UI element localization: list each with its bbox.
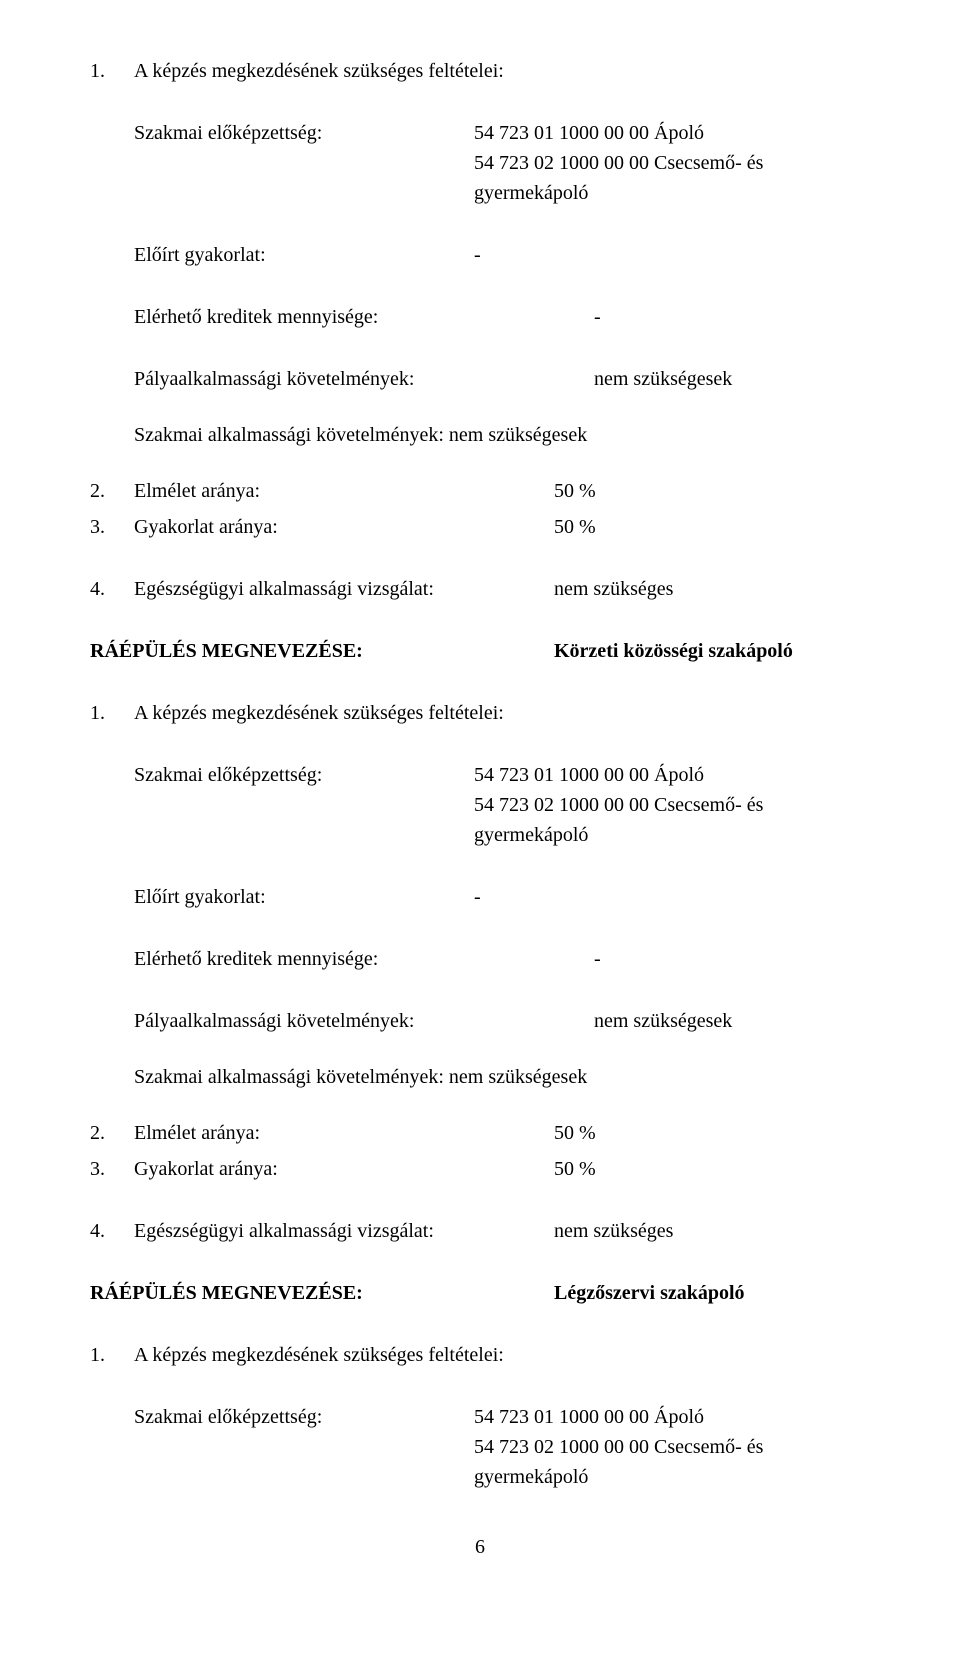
prof-qual-value-2: 54 723 02 1000 00 00 Csecsemő- és gyerme…	[474, 790, 870, 850]
theory-row: 2. Elmélet aránya: 50 %	[90, 476, 870, 506]
practice-ratio-value: 50 %	[554, 1154, 596, 1184]
list-number: 2.	[90, 476, 134, 506]
list-number: 4.	[90, 1216, 134, 1246]
list-number: 2.	[90, 1118, 134, 1148]
section1-intro-row: 1. A képzés megkezdésének szükséges felt…	[90, 56, 870, 86]
prof-qual-label: Szakmai előképzettség:	[134, 760, 474, 850]
credits-row: Elérhető kreditek mennyisége: -	[134, 302, 870, 332]
practice-label: Előírt gyakorlat:	[134, 240, 474, 270]
theory-label: Elmélet aránya:	[134, 1118, 554, 1148]
prof-qual-label: Szakmai előképzettség:	[134, 118, 474, 208]
build-heading-value: Légzőszervi szakápoló	[554, 1278, 745, 1308]
list-number: 1.	[90, 56, 134, 86]
practice-value: -	[474, 240, 870, 270]
prof-qual-row: Szakmai előképzettség: 54 723 01 1000 00…	[134, 118, 870, 208]
prof-qual-value-1: 54 723 01 1000 00 00 Ápoló	[474, 118, 870, 148]
practice-row: Előírt gyakorlat: -	[134, 882, 870, 912]
practice-ratio-row: 3. Gyakorlat aránya: 50 %	[90, 512, 870, 542]
intro-text: A képzés megkezdésének szükséges feltéte…	[134, 698, 504, 728]
intro-text: A képzés megkezdésének szükséges feltéte…	[134, 56, 504, 86]
list-number: 1.	[90, 698, 134, 728]
practice-row: Előírt gyakorlat: -	[134, 240, 870, 270]
theory-value: 50 %	[554, 476, 596, 506]
prof-req-line: Szakmai alkalmassági követelmények: nem …	[134, 420, 870, 450]
practice-label: Előírt gyakorlat:	[134, 882, 474, 912]
health-label: Egészségügyi alkalmassági vizsgálat:	[134, 574, 554, 604]
practice-ratio-label: Gyakorlat aránya:	[134, 1154, 554, 1184]
build-heading-row: RÁÉPÜLÉS MEGNEVEZÉSE: Körzeti közösségi …	[90, 636, 870, 666]
practice-ratio-row: 3. Gyakorlat aránya: 50 %	[90, 1154, 870, 1184]
credits-row: Elérhető kreditek mennyisége: -	[134, 944, 870, 974]
credits-value: -	[594, 302, 870, 332]
health-value: nem szükséges	[554, 574, 673, 604]
prof-qual-row: Szakmai előképzettség: 54 723 01 1000 00…	[134, 760, 870, 850]
prof-req-line: Szakmai alkalmassági követelmények: nem …	[134, 1062, 870, 1092]
prof-qual-value-2: 54 723 02 1000 00 00 Csecsemő- és gyerme…	[474, 148, 870, 208]
career-label: Pályaalkalmassági követelmények:	[134, 1006, 594, 1036]
page-number: 6	[90, 1532, 870, 1562]
practice-ratio-value: 50 %	[554, 512, 596, 542]
prof-qual-value-2: 54 723 02 1000 00 00 Csecsemő- és gyerme…	[474, 1432, 870, 1492]
prof-qual-label: Szakmai előképzettség:	[134, 1402, 474, 1492]
theory-value: 50 %	[554, 1118, 596, 1148]
list-number: 3.	[90, 512, 134, 542]
section2-intro-row: 1. A képzés megkezdésének szükséges felt…	[90, 698, 870, 728]
career-row: Pályaalkalmassági követelmények: nem szü…	[134, 364, 870, 394]
theory-label: Elmélet aránya:	[134, 476, 554, 506]
theory-row: 2. Elmélet aránya: 50 %	[90, 1118, 870, 1148]
practice-value: -	[474, 882, 870, 912]
health-row: 4. Egészségügyi alkalmassági vizsgálat: …	[90, 574, 870, 604]
build-heading-label: RÁÉPÜLÉS MEGNEVEZÉSE:	[90, 636, 554, 666]
health-value: nem szükséges	[554, 1216, 673, 1246]
credits-label: Elérhető kreditek mennyisége:	[134, 302, 594, 332]
health-label: Egészségügyi alkalmassági vizsgálat:	[134, 1216, 554, 1246]
prof-qual-row: Szakmai előképzettség: 54 723 01 1000 00…	[134, 1402, 870, 1492]
career-row: Pályaalkalmassági követelmények: nem szü…	[134, 1006, 870, 1036]
prof-qual-value-1: 54 723 01 1000 00 00 Ápoló	[474, 760, 870, 790]
credits-value: -	[594, 944, 870, 974]
build-heading-label: RÁÉPÜLÉS MEGNEVEZÉSE:	[90, 1278, 554, 1308]
section3-intro-row: 1. A képzés megkezdésének szükséges felt…	[90, 1340, 870, 1370]
list-number: 1.	[90, 1340, 134, 1370]
credits-label: Elérhető kreditek mennyisége:	[134, 944, 594, 974]
intro-text: A képzés megkezdésének szükséges feltéte…	[134, 1340, 504, 1370]
practice-ratio-label: Gyakorlat aránya:	[134, 512, 554, 542]
build-heading-value: Körzeti közösségi szakápoló	[554, 636, 793, 666]
health-row: 4. Egészségügyi alkalmassági vizsgálat: …	[90, 1216, 870, 1246]
prof-qual-value-1: 54 723 01 1000 00 00 Ápoló	[474, 1402, 870, 1432]
build-heading-row: RÁÉPÜLÉS MEGNEVEZÉSE: Légzőszervi szakáp…	[90, 1278, 870, 1308]
career-value: nem szükségesek	[594, 1006, 870, 1036]
career-value: nem szükségesek	[594, 364, 870, 394]
list-number: 4.	[90, 574, 134, 604]
list-number: 3.	[90, 1154, 134, 1184]
career-label: Pályaalkalmassági követelmények:	[134, 364, 594, 394]
